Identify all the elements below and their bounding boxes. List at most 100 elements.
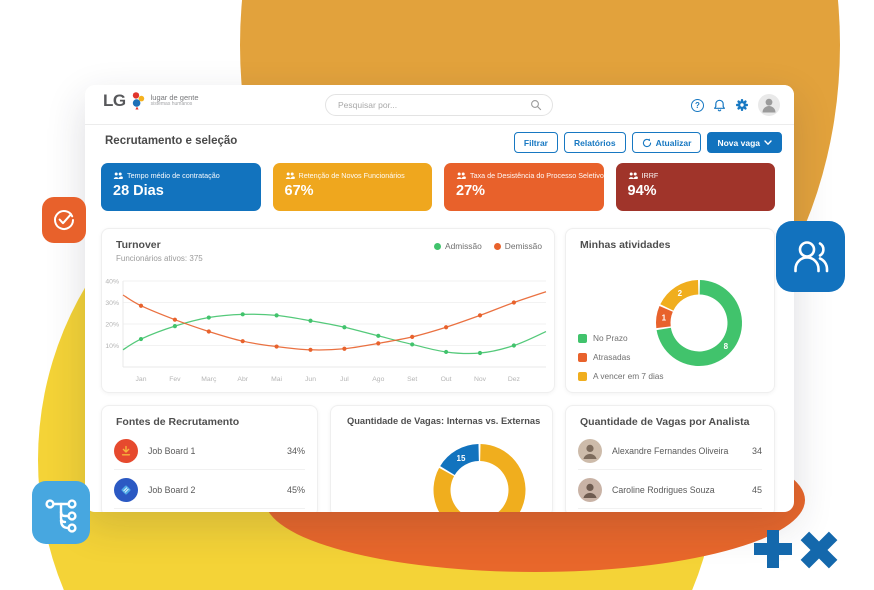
new-job-button-label: Nova vaga: [717, 137, 760, 148]
svg-text:Jul: Jul: [340, 376, 349, 383]
brand-balloon-icon: [130, 91, 145, 111]
refresh-icon: [642, 138, 652, 148]
page-title: Recrutamento e seleção: [105, 135, 238, 147]
group-icon: [285, 172, 295, 180]
source-value: 34%: [286, 445, 305, 456]
analyst-row-1[interactable]: Alexandre Fernandes Oliveira 34: [578, 432, 762, 470]
svg-text:Nov: Nov: [474, 376, 487, 383]
vacancies-donut-chart: 15: [433, 444, 526, 512]
legend-item-a-vencer[interactable]: A vencer em 7 dias: [578, 371, 664, 381]
group-icon: [628, 172, 638, 180]
legend-dot: [433, 242, 441, 250]
legend-item-demissao[interactable]: Demissão: [493, 241, 542, 251]
avatar-photo: [578, 438, 602, 463]
vacancies-title: Quantidade de Vagas: Internas vs. Extern…: [347, 416, 541, 426]
analysts-title: Quantidade de Vagas por Analista: [580, 416, 750, 428]
svg-text:Fev: Fev: [169, 376, 181, 383]
activities-donut-chart: 8 1 2: [655, 280, 743, 366]
org-chart-icon: [42, 493, 80, 533]
search-input[interactable]: [338, 100, 530, 110]
activities-card: Minhas atividades 8 1 2 No Prazo Atrasadas…: [565, 228, 775, 393]
activities-legend: No Prazo Atrasadas A vencer em 7 dias: [578, 333, 664, 390]
svg-text:Out: Out: [441, 376, 452, 383]
turnover-card: Turnover Funcionários ativos: 375 Admiss…: [101, 228, 555, 393]
sources-title: Fontes de Recrutamento: [116, 416, 240, 428]
kpi-card-tempo-medio: Tempo médio de contratação 28 Dias: [101, 163, 261, 211]
recruitment-sources-card: Fontes de Recrutamento Job Board 1 34%: [101, 405, 318, 512]
kpi-value: 27%: [456, 183, 486, 199]
bell-icon[interactable]: [713, 99, 726, 112]
legend-item-atrasadas[interactable]: Atrasadas: [578, 352, 664, 362]
kpi-row: Tempo médio de contratação 28 Dias Reten…: [101, 163, 775, 211]
refresh-button-label: Atualizar: [655, 137, 692, 148]
legend-swatch: [578, 371, 587, 381]
analyst-name: Alexandre Fernandes Oliveira: [612, 445, 729, 456]
download-icon: [114, 438, 138, 463]
analysts-card: Quantidade de Vagas por Analista Alexand…: [565, 405, 775, 512]
legend-item-no-prazo[interactable]: No Prazo: [578, 333, 664, 343]
search-icon: [530, 99, 542, 111]
group-icon: [456, 172, 466, 180]
legend-swatch: [578, 333, 587, 343]
legend-label: Atrasadas: [593, 352, 631, 362]
brand-name: lugar de gente: [150, 92, 199, 102]
top-bar-actions: ?: [691, 85, 780, 125]
source-value: 45%: [286, 484, 305, 495]
svg-text:Març: Març: [201, 376, 217, 383]
diamond-logo-icon: [114, 477, 138, 502]
kpi-label: Tempo médio de contratação: [127, 171, 220, 180]
kpi-label: Retenção de Novos Funcionários: [298, 171, 405, 180]
svg-text:Jun: Jun: [305, 376, 316, 383]
svg-text:20%: 20%: [105, 321, 119, 328]
svg-text:Dez: Dez: [508, 376, 521, 383]
avatar-photo: [578, 477, 602, 502]
kpi-card-irrf: IRRF 94%: [615, 163, 775, 211]
analyst-value: 45: [751, 484, 762, 495]
source-row-job-board-2[interactable]: Job Board 2 45%: [114, 471, 305, 509]
refresh-button[interactable]: Atualizar: [631, 132, 702, 153]
legend-label: A vencer em 7 dias: [593, 371, 664, 381]
top-bar: LG lugar de gente sistemas humanos: [85, 85, 794, 125]
search-bar: [325, 94, 553, 116]
reports-button-label: Relatórios: [573, 137, 616, 148]
legend-label: Demissão: [504, 241, 542, 251]
turnover-subtitle: Funcionários ativos: 375: [116, 254, 203, 263]
turnover-title: Turnover: [116, 239, 161, 251]
people-badge: [776, 221, 845, 292]
svg-text:Abr: Abr: [237, 376, 248, 383]
new-job-button[interactable]: Nova vaga: [707, 132, 782, 153]
filter-button[interactable]: Filtrar: [513, 132, 558, 153]
svg-text:Mai: Mai: [271, 376, 282, 383]
toolbar: Filtrar Relatórios Atualizar Nova vaga: [513, 132, 782, 153]
kpi-value: 94%: [627, 183, 657, 199]
svg-text:Ago: Ago: [372, 376, 384, 383]
brand-logo[interactable]: LG lugar de gente sistemas humanos: [103, 91, 199, 111]
turnover-line-chart: 10% 20% 30% 40% Jan Fev Març Abr Mai Jun Jul Ago Set…: [105, 278, 547, 383]
group-icon: [113, 172, 123, 180]
activities-title: Minhas atividades: [580, 239, 671, 251]
dashboard-window: LG lugar de gente sistemas humanos: [85, 85, 794, 512]
kpi-label: IRRF: [641, 171, 659, 180]
legend-dot: [493, 242, 501, 250]
svg-text:1: 1: [662, 314, 667, 323]
legend-label: No Prazo: [593, 333, 628, 343]
kpi-card-retencao: Retenção de Novos Funcionários 67%: [272, 163, 432, 211]
kpi-value: 28 Dias: [113, 183, 164, 199]
check-badge: [42, 197, 86, 243]
help-icon[interactable]: ?: [691, 98, 704, 112]
svg-text:40%: 40%: [105, 278, 119, 285]
reports-button[interactable]: Relatórios: [563, 132, 626, 153]
legend-swatch: [578, 352, 587, 362]
source-row-job-board-1[interactable]: Job Board 1 34%: [114, 432, 305, 470]
svg-text:Jan: Jan: [136, 376, 147, 383]
legend-item-admissao[interactable]: Admissão: [433, 241, 482, 251]
user-avatar[interactable]: [758, 94, 780, 116]
kpi-card-desistencia: Taxa de Desistência do Processo Seletivo…: [444, 163, 604, 211]
gear-icon[interactable]: [735, 98, 749, 112]
analyst-row-2[interactable]: Caroline Rodrigues Souza 45: [578, 471, 762, 509]
chevron-down-icon: [764, 139, 772, 146]
svg-text:8: 8: [724, 342, 729, 351]
analyst-name: Caroline Rodrigues Souza: [612, 484, 715, 495]
turnover-legend: Admissão Demissão: [433, 241, 542, 251]
